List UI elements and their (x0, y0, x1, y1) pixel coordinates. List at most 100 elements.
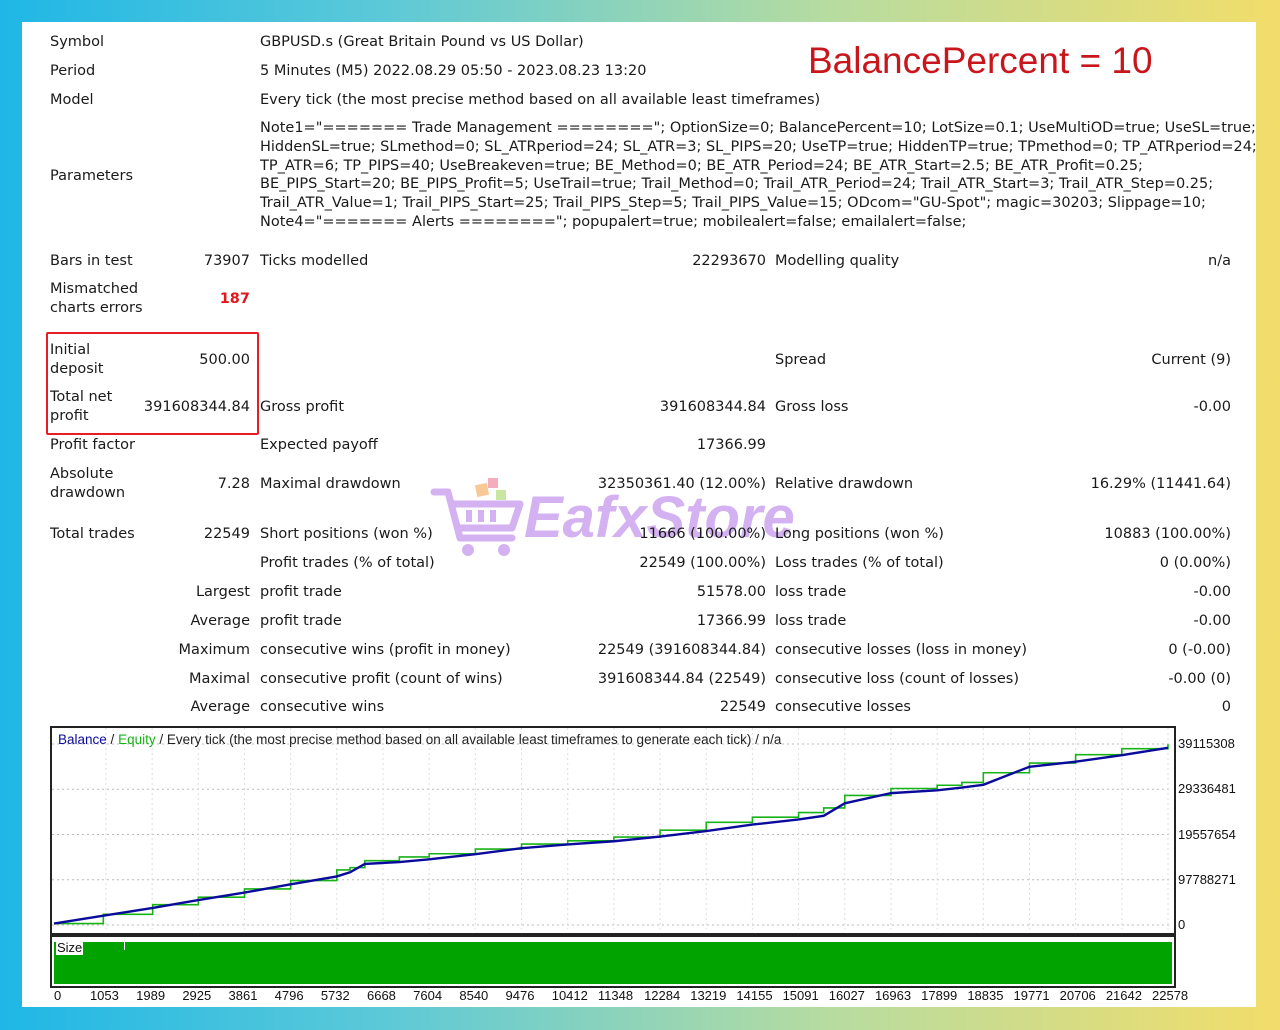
mismatched-label: Mismatched (50, 281, 139, 297)
parameters-line: Note4="======= Alerts ========"; popupal… (260, 213, 967, 230)
largest-profit-value: 51578.00 (696, 584, 766, 600)
profit-trades-label: Profit trades (% of total) (260, 555, 435, 571)
x-tick-label: 3861 (228, 988, 258, 1003)
chart-legend: Balance / Equity / Every tick (the most … (58, 732, 781, 747)
max-consecutive-wins-value: 22549 (391608344.84) (597, 642, 766, 658)
parameters-line: HiddenSL=true; SLmethod=0; SL_ATRperiod=… (260, 138, 1257, 155)
maximal-consecutive-profit-label: consecutive profit (count of wins) (260, 671, 503, 687)
maximal-consecutive-loss-value: -0.00 (0) (1168, 671, 1231, 687)
average-consecutive-losses-label: consecutive losses (775, 699, 911, 715)
symbol-value: GBPUSD.s (Great Britain Pound vs US Doll… (260, 34, 584, 50)
balance-chart: Balance / Equity / Every tick (the most … (50, 726, 1176, 935)
bars-value: 73907 (203, 253, 250, 269)
symbol-label: Symbol (50, 34, 105, 50)
gross-loss-label: Gross loss (775, 399, 849, 415)
short-positions-label: Short positions (won %) (260, 526, 433, 542)
cart-icon (430, 478, 524, 556)
net-profit-value: 391608344.84 (143, 399, 250, 415)
balance-chart-svg (52, 728, 1170, 929)
absolute-drawdown-label: Absolute (50, 466, 114, 482)
profit-trades-value: 22549 (100.00%) (639, 555, 766, 571)
size-tick-mark (124, 940, 125, 950)
deposit-value: 500.00 (199, 352, 250, 368)
size-label: Size (56, 940, 84, 955)
spread-label: Spread (775, 352, 827, 368)
gross-profit-value: 391608344.84 (659, 399, 766, 415)
average-consecutive-wins-label: consecutive wins (260, 699, 385, 715)
largest-profit-label: profit trade (260, 584, 342, 600)
period-label: Period (50, 63, 96, 79)
gross-profit-label: Gross profit (260, 399, 345, 415)
maximal-drawdown-value: 32350361.40 (12.00%) (597, 476, 766, 492)
x-tick-label: 8540 (459, 988, 489, 1003)
x-tick-label: 21642 (1105, 988, 1142, 1003)
mismatched-label-2: charts errors (50, 300, 143, 316)
average-loss-label: loss trade (775, 613, 847, 629)
parameters-value: Note1="======= Trade Management ========… (260, 119, 1257, 232)
parameters-line: TP_ATR=6; TP_PIPS=40; UseBreakeven=true;… (260, 157, 1143, 174)
quality-label: Modelling quality (775, 253, 900, 269)
x-tick-label: 4796 (274, 988, 304, 1003)
expected-payoff-value: 17366.99 (696, 437, 766, 453)
absolute-drawdown-label-2: drawdown (50, 485, 126, 501)
x-tick-label: 5732 (320, 988, 350, 1003)
x-tick-label: 11348 (597, 988, 634, 1003)
parameters-line: Note1="======= Trade Management ========… (260, 120, 1256, 136)
maximum-label: Maximum (178, 642, 250, 658)
maximal-label: Maximal (188, 671, 250, 687)
legend-separator: / (106, 732, 119, 747)
bars-label: Bars in test (50, 253, 133, 269)
balance-line (53, 746, 1169, 925)
equity-line (54, 744, 1169, 925)
highlight-box (46, 332, 259, 435)
maximal-drawdown-label: Maximal drawdown (260, 476, 401, 492)
ticks-value: 22293670 (692, 253, 766, 269)
x-tick-label: 19771 (1013, 988, 1050, 1003)
relative-drawdown-label: Relative drawdown (775, 476, 914, 492)
max-consecutive-wins-label: consecutive wins (profit in money) (260, 642, 511, 658)
largest-loss-value: -0.00 (1193, 584, 1231, 600)
average-consecutive-label: Average (190, 699, 250, 715)
gross-loss-value: -0.00 (1193, 399, 1231, 415)
total-trades-value: 22549 (203, 526, 250, 542)
spread-value: Current (9) (1151, 352, 1231, 368)
average-loss-value: -0.00 (1193, 613, 1231, 629)
average-profit-label: profit trade (260, 613, 342, 629)
x-tick-label: 0 (54, 988, 62, 1003)
short-positions-value: 11666 (100.00%) (639, 526, 766, 542)
y-tick-label: 19557654 (1178, 826, 1236, 842)
x-tick-label: 16027 (828, 988, 865, 1003)
x-tick-label: 9476 (505, 988, 535, 1003)
model-label: Model (50, 92, 94, 108)
legend-equity: Equity (118, 732, 156, 747)
average-label: Average (190, 613, 250, 629)
x-tick-label: 6668 (366, 988, 396, 1003)
relative-drawdown-value: 16.29% (11441.64) (1090, 476, 1231, 492)
quality-value: n/a (1208, 253, 1231, 269)
total-trades-label: Total trades (50, 526, 135, 542)
x-tick-label: 1989 (136, 988, 166, 1003)
x-tick-label: 1053 (89, 988, 119, 1003)
headline-balance-percent: BalancePercent = 10 (808, 40, 1153, 81)
y-tick-label: 39115308 (1178, 736, 1235, 751)
x-tick-label: 17899 (921, 988, 958, 1003)
size-bar (54, 942, 1172, 984)
parameters-line: Trail_ATR_Value=1; Trail_PIPS_Start=25; … (260, 195, 1206, 212)
largest-loss-label: loss trade (775, 584, 847, 600)
x-tick-label: 12284 (644, 988, 681, 1003)
x-tick-label: 13219 (690, 988, 727, 1003)
x-tick-label: 2925 (182, 988, 212, 1003)
long-positions-label: Long positions (won %) (775, 526, 944, 542)
y-tick-label: 97788271 (1178, 871, 1236, 887)
net-profit-label: Total net (50, 389, 113, 405)
average-consecutive-losses-value: 0 (1221, 699, 1231, 715)
loss-trades-value: 0 (0.00%) (1159, 555, 1231, 571)
x-tick-label: 7604 (413, 988, 443, 1003)
x-tick-label: 20706 (1059, 988, 1096, 1003)
profit-factor-label: Profit factor (50, 437, 135, 453)
deposit-label-2: deposit (50, 361, 104, 377)
size-chart: Size (50, 935, 1176, 988)
max-consecutive-losses-value: 0 (-0.00) (1168, 642, 1231, 658)
period-value: 5 Minutes (M5) 2022.08.29 05:50 - 2023.0… (260, 63, 647, 79)
parameters-line: BE_PIPS_Start=20; BE_PIPS_Profit=5; UseT… (260, 176, 1214, 193)
